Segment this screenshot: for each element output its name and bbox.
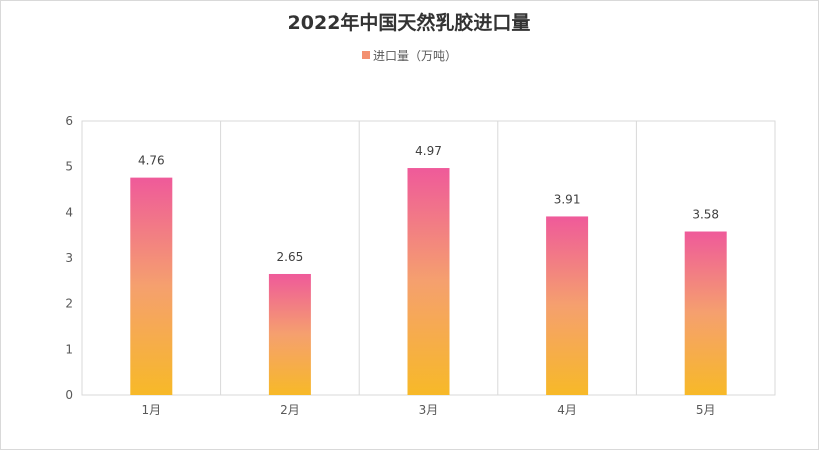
y-tick-label: 5 [65,160,73,174]
bar [130,177,173,395]
x-tick-label: 2月 [280,403,300,417]
y-tick-label: 0 [65,388,73,402]
y-tick-label: 3 [65,251,73,265]
data-label: 4.97 [415,144,442,158]
data-label: 3.91 [554,192,581,206]
x-tick-label: 5月 [696,403,716,417]
y-tick-label: 1 [65,342,73,356]
data-label: 2.65 [277,250,304,264]
y-tick-label: 2 [65,297,73,311]
legend-swatch [362,51,370,59]
y-tick-label: 6 [65,114,73,128]
x-tick-label: 3月 [419,403,439,417]
data-label: 4.76 [138,154,165,168]
bar [407,168,450,395]
x-tick-label: 1月 [141,403,161,417]
bar [546,216,589,395]
legend: 进口量（万吨） [362,49,457,63]
bar [268,273,311,395]
legend-label: 进口量（万吨） [373,49,457,63]
data-label: 3.58 [692,208,719,222]
bar [684,231,727,395]
chart-title: 2022年中国天然乳胶进口量 [288,11,531,34]
plot-area: 0 1 2 3 4 5 6 4.76 1月 2.65 2月 4.97 3月 3.91 4月 3.58 5月 [65,114,776,417]
x-tick-label: 4月 [557,403,577,417]
y-tick-label: 4 [65,205,73,219]
